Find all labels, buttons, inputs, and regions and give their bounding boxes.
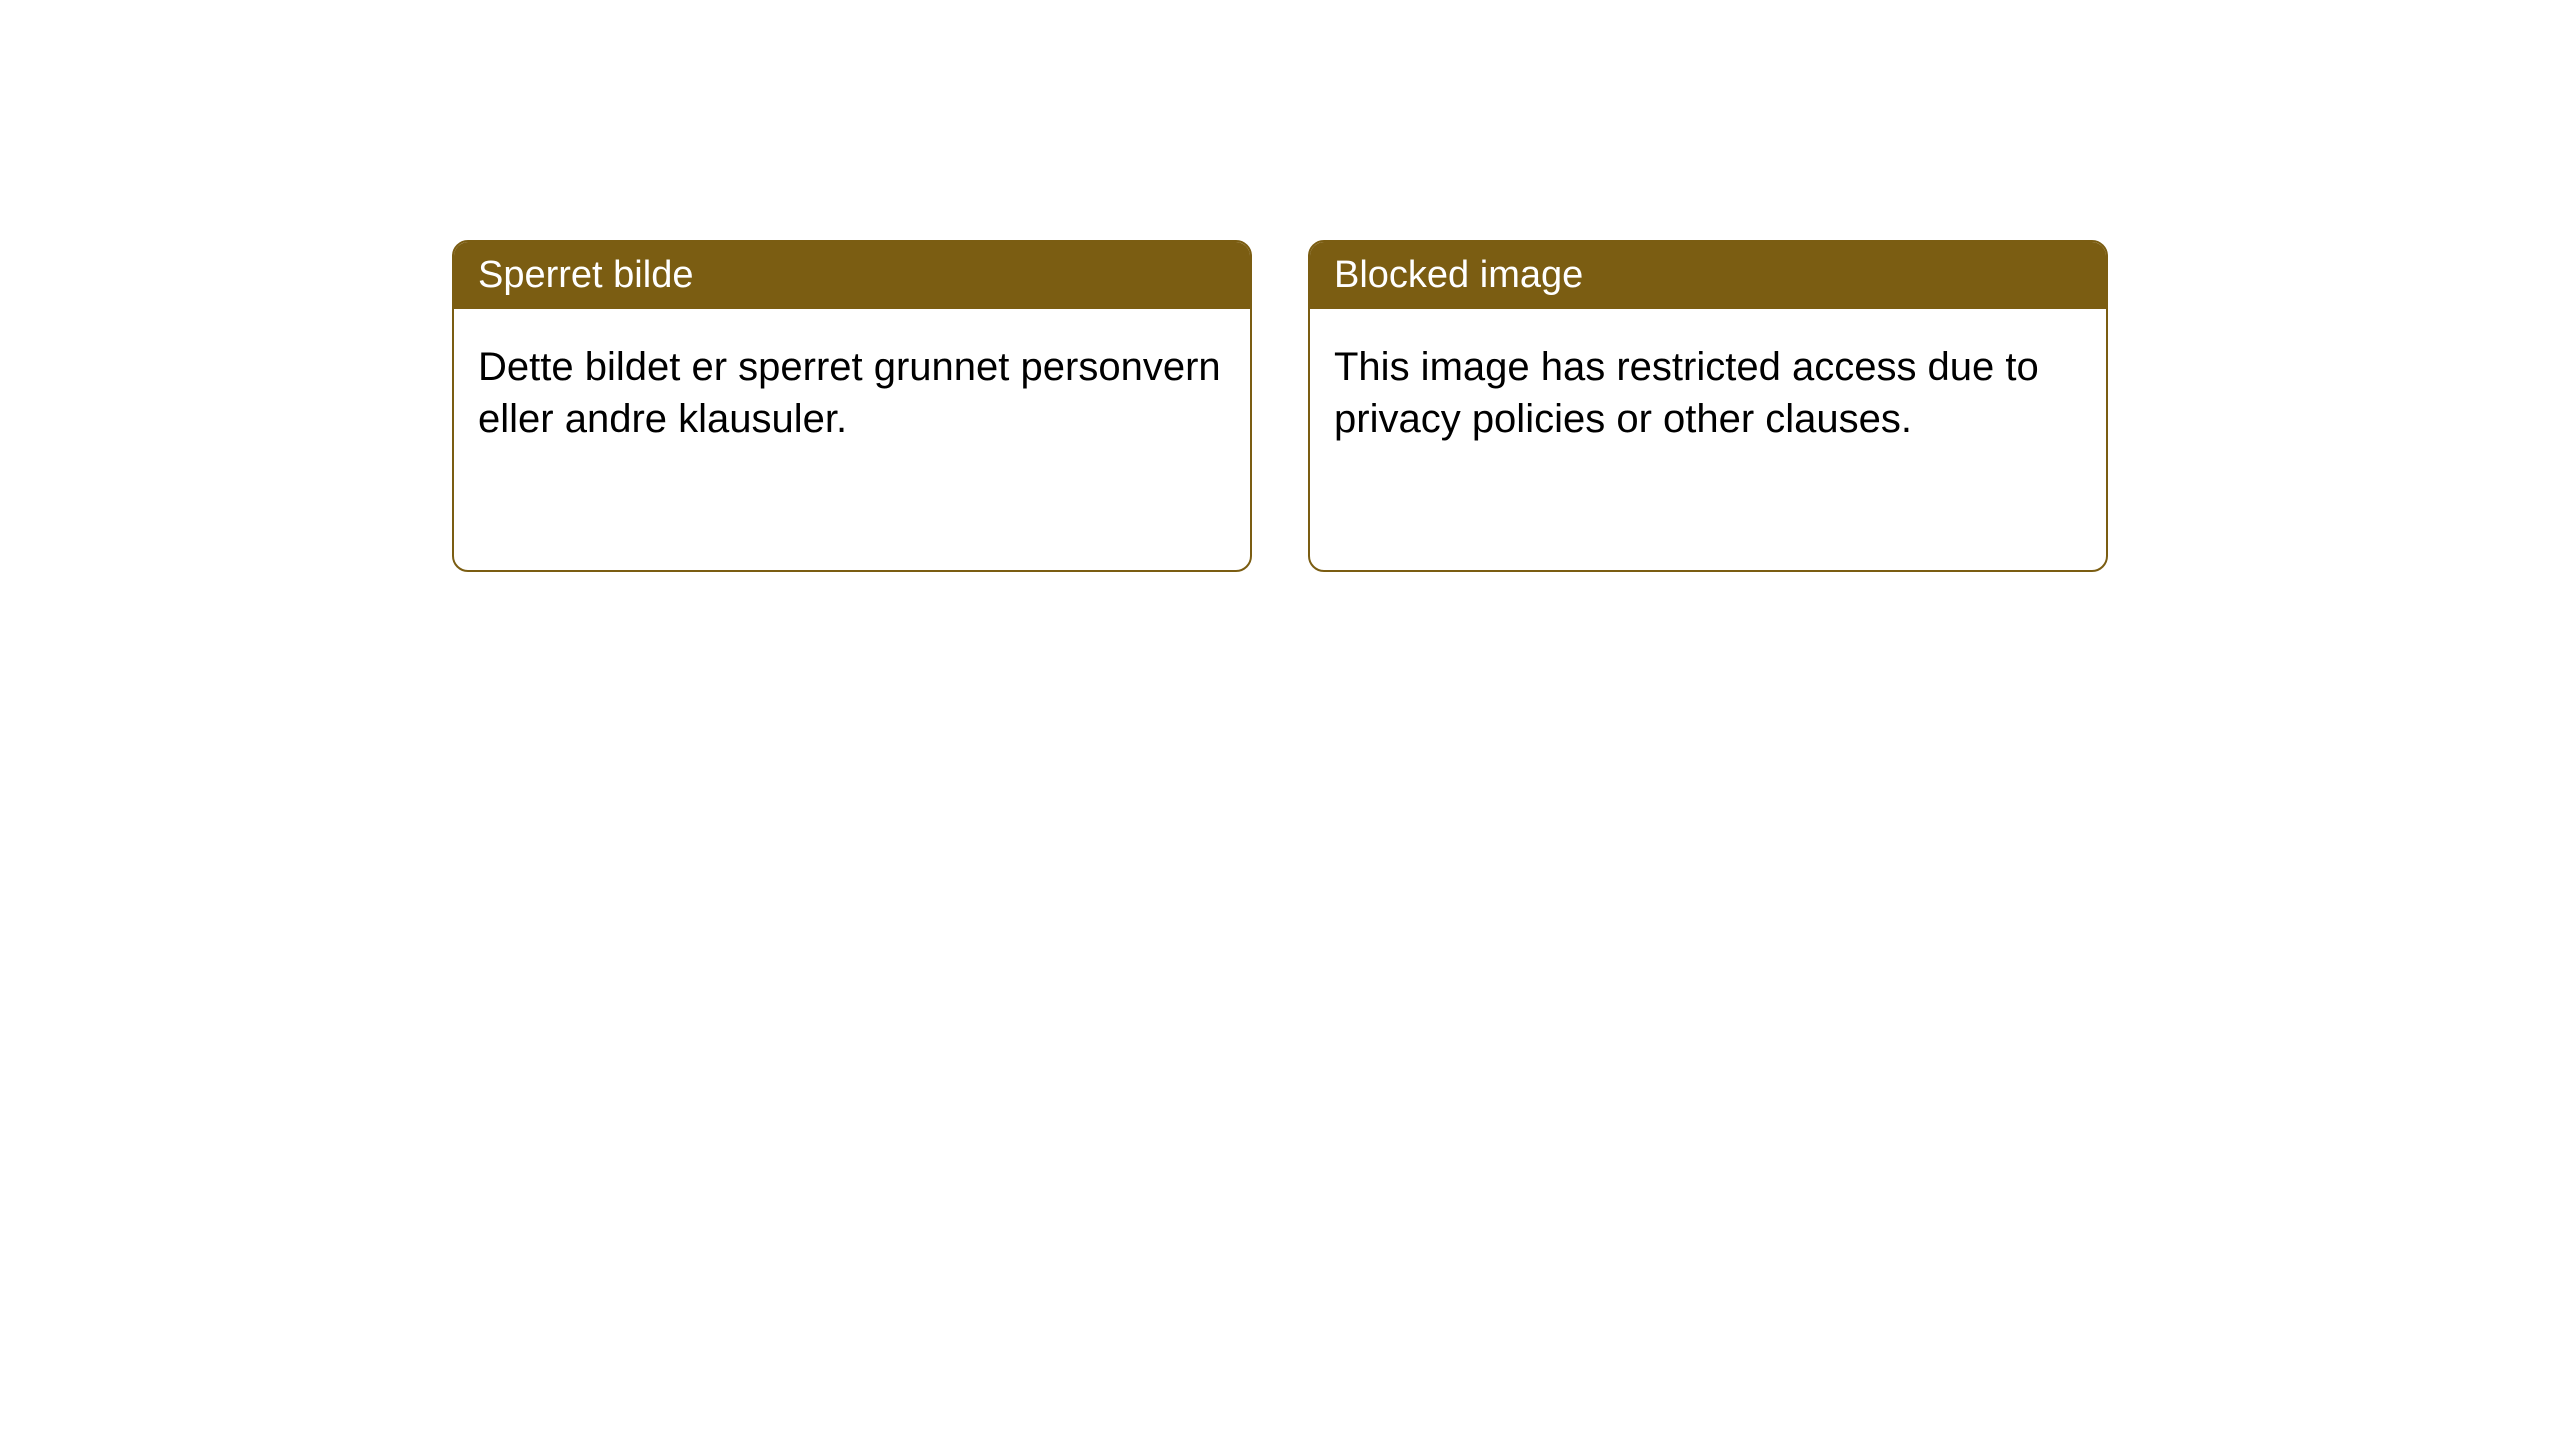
notice-title: Sperret bilde: [478, 254, 693, 296]
notice-body-english: This image has restricted access due to …: [1310, 309, 2106, 477]
notice-box-english: Blocked image This image has restricted …: [1308, 240, 2108, 572]
notice-body-norwegian: Dette bildet er sperret grunnet personve…: [454, 309, 1250, 477]
notice-body-text: Dette bildet er sperret grunnet personve…: [478, 345, 1221, 441]
notice-box-norwegian: Sperret bilde Dette bildet er sperret gr…: [452, 240, 1252, 572]
notice-header-norwegian: Sperret bilde: [454, 242, 1250, 309]
notice-header-english: Blocked image: [1310, 242, 2106, 309]
notice-title: Blocked image: [1334, 254, 1583, 296]
notice-container: Sperret bilde Dette bildet er sperret gr…: [0, 0, 2560, 572]
notice-body-text: This image has restricted access due to …: [1334, 345, 2039, 441]
